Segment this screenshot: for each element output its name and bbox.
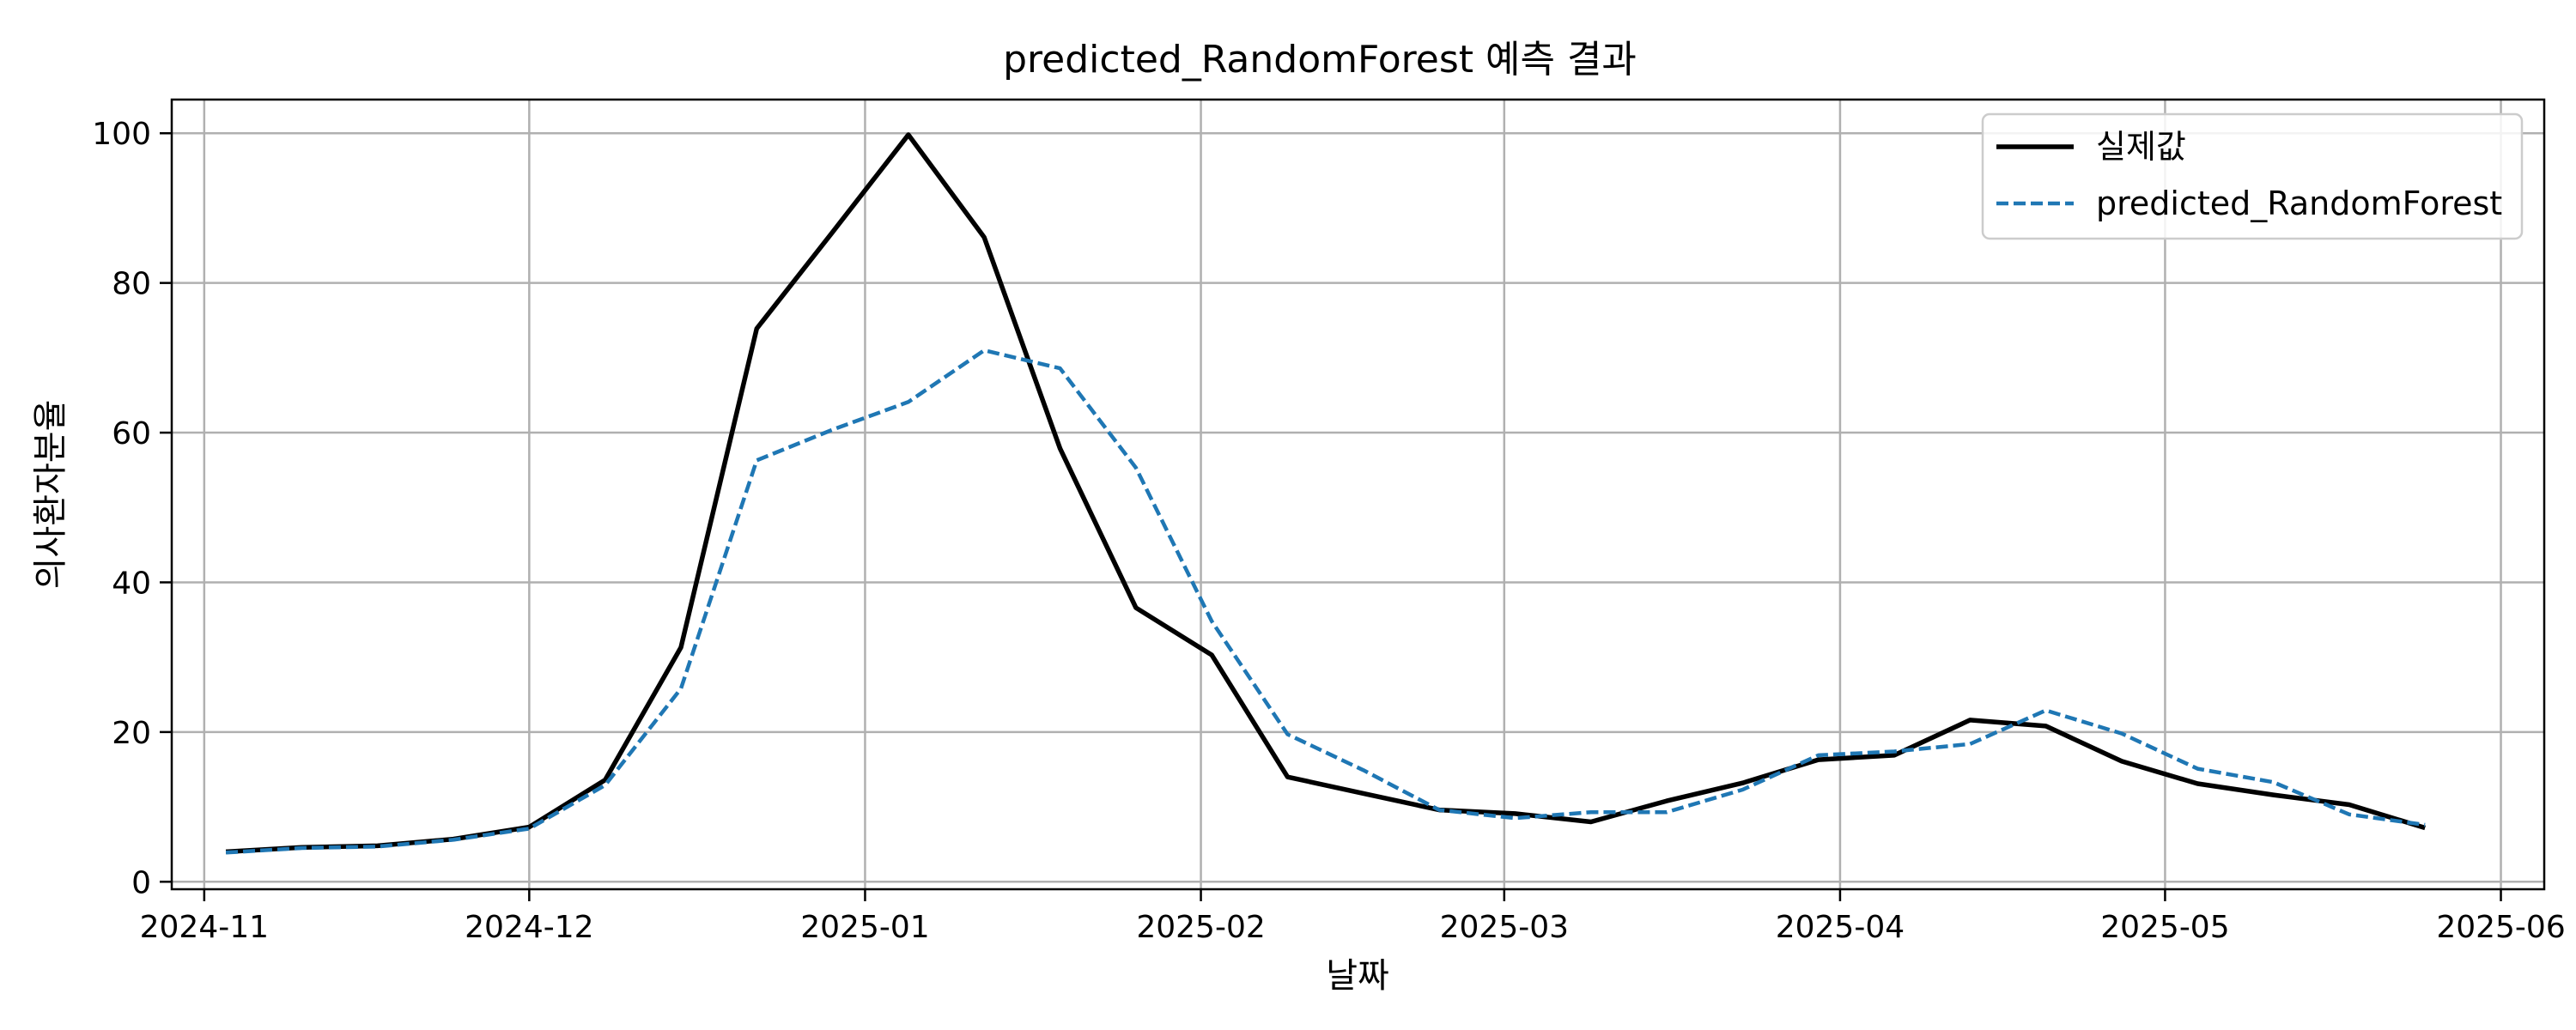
series-line-actual — [225, 132, 2427, 855]
x-tick-label: 2024-12 — [465, 910, 593, 945]
y-tick-label: 0 — [131, 865, 151, 900]
y-tick-label: 40 — [112, 566, 151, 601]
x-axis: 2024-11 2024-12 2025-01 2025-02 2025-03 2025-… — [140, 889, 2566, 945]
x-tick-label: 2025-04 — [1776, 910, 1905, 945]
series-line-predicted-randomforest — [225, 348, 2426, 855]
x-tick-label: 2025-01 — [800, 910, 929, 945]
y-tick-label: 60 — [112, 416, 151, 451]
legend-label: 실제값 — [2096, 128, 2186, 166]
y-axis: 0 20 40 60 80 100 — [92, 117, 172, 900]
legend: 실제값 predicted_RandomForest — [1981, 112, 2524, 240]
y-axis-label: 의사환자분율 — [31, 400, 70, 590]
plot-frame — [170, 98, 2546, 891]
legend-label: predicted_RandomForest — [2096, 185, 2502, 222]
x-axis-label: 날짜 — [1326, 956, 1389, 996]
legend-box — [1981, 112, 2524, 240]
y-tick-label: 20 — [112, 716, 151, 751]
x-tick-label: 2025-06 — [2436, 910, 2565, 945]
y-tick-label: 100 — [92, 117, 151, 152]
x-tick-label: 2025-05 — [2100, 910, 2229, 945]
x-tick-label: 2025-02 — [1136, 910, 1265, 945]
chart-title: predicted_RandomForest 예측 결과 — [1003, 38, 1637, 82]
x-tick-label: 2024-11 — [140, 910, 269, 945]
series-layer — [225, 132, 2427, 855]
y-tick-label: 80 — [112, 267, 151, 302]
x-tick-label: 2025-03 — [1440, 910, 1569, 945]
